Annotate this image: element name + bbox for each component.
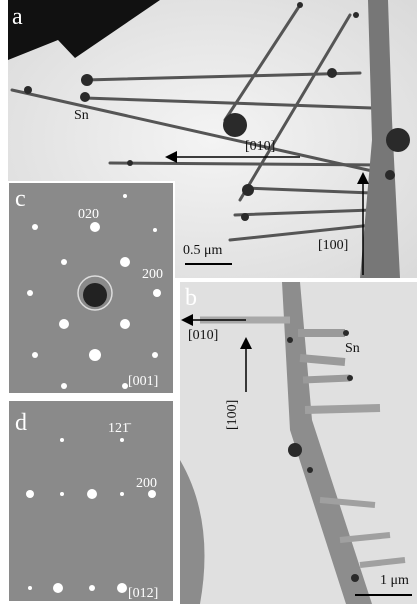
panel-b: b Sn [010] [100] 1 μm [180,282,417,604]
panel-label: d [15,410,27,436]
diffraction-d [8,400,174,602]
spot-index: 020 [78,207,99,222]
annotation: Sn [74,108,89,123]
figure: a Sn [010] [100] 0.5 μm c 020 200 [001] [0,0,417,604]
annotation: Sn [345,341,360,356]
spot-index: 200 [142,267,163,282]
zone-axis: [012] [128,586,158,601]
scale-bar-label: 1 μm [380,573,409,588]
panel-d: d 121̄ 200 [012] [8,400,174,602]
panel-label: c [15,186,26,212]
spot-index: 200 [136,476,157,491]
zone-axis: [001] [128,374,158,389]
spot-index: 121̄ [108,421,132,436]
panel-c: c 020 200 [001] [8,182,174,394]
scale-bar-label: 0.5 μm [183,243,223,258]
panel-label: a [12,4,23,30]
annotation: [100] [318,238,348,253]
annotation: [010] [188,328,218,343]
panel-label: b [185,285,197,311]
annotation: [100] [225,400,240,430]
annotation: [010] [245,139,275,154]
